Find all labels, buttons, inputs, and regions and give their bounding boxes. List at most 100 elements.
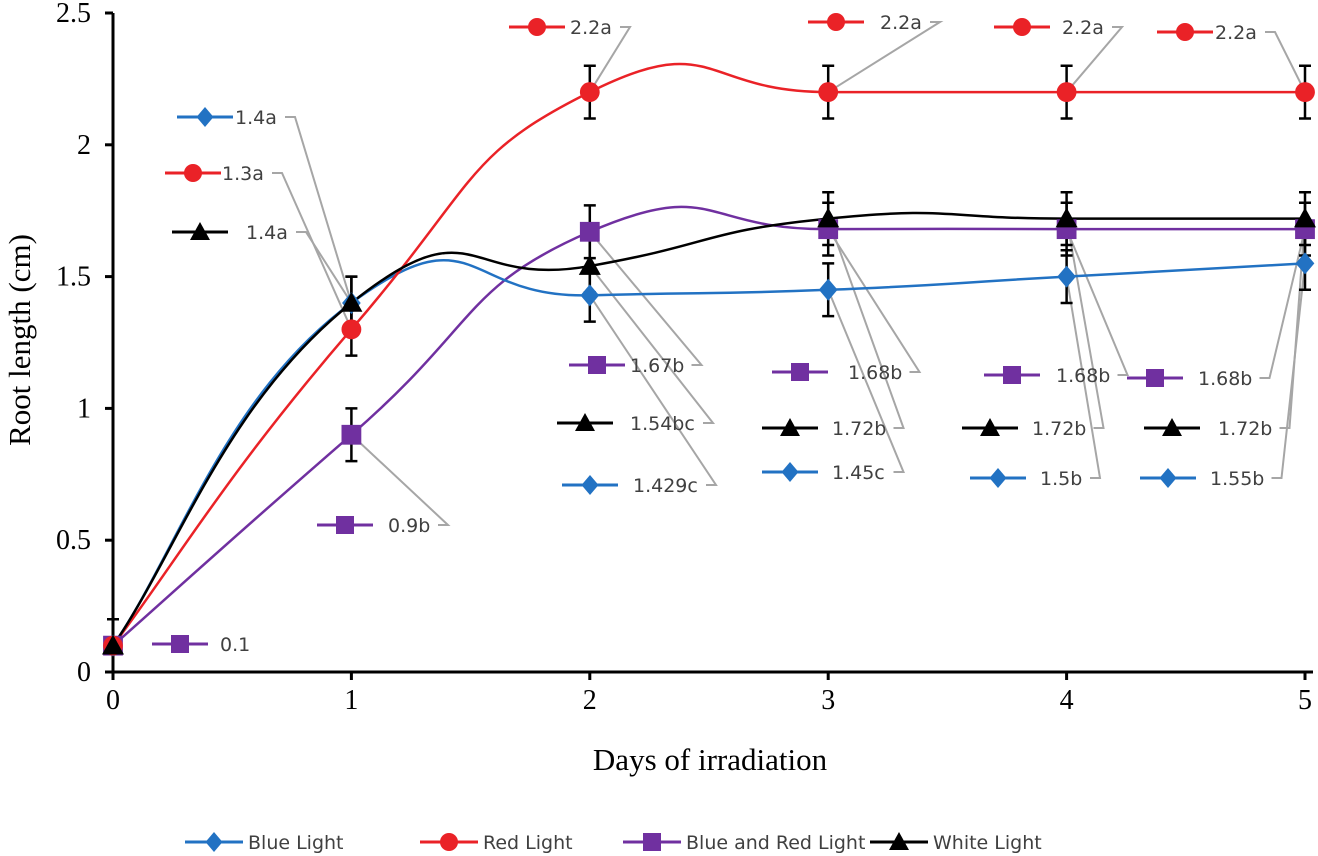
data-label-key-marker xyxy=(336,516,354,534)
data-label-key-marker xyxy=(827,13,845,31)
y-tick-label: 1.5 xyxy=(56,262,91,293)
data-point-marker xyxy=(580,284,600,307)
data-label-key-marker xyxy=(780,418,800,436)
data-labels: 1.4a 1.429c 1.45c 1.5b 1.55b 1.3a 2.2a 2.2a 2.2a… xyxy=(152,12,1272,656)
label-leader-line xyxy=(589,231,704,366)
data-label-key-marker xyxy=(1003,366,1021,384)
data-label-key-marker xyxy=(1176,23,1194,41)
series-markers xyxy=(102,82,1316,657)
data-point-marker xyxy=(1057,265,1076,288)
y-tick-label: 0.5 xyxy=(56,525,91,556)
label-leader-line xyxy=(296,231,353,304)
x-tick-label: 4 xyxy=(1060,685,1074,716)
label-leader-lines xyxy=(272,21,1306,526)
data-label: 1.68b xyxy=(848,362,902,384)
x-tick-label: 1 xyxy=(344,685,358,716)
axes: 0 0.5 1 1.5 2 2.5 0 1 2 3 4 5 xyxy=(56,0,1313,716)
data-label: 1.3a xyxy=(222,163,264,185)
label-leader-line xyxy=(1279,218,1306,429)
legend-label: Blue Light xyxy=(248,832,344,854)
label-leader-line xyxy=(1065,228,1130,376)
data-label-key-marker xyxy=(528,18,546,36)
label-leader-line xyxy=(588,294,718,486)
data-label: 1.72b xyxy=(832,418,886,440)
data-label: 1.68b xyxy=(1056,365,1110,387)
data-point-marker xyxy=(1294,207,1316,228)
label-leader-line xyxy=(827,289,905,473)
series-line-blue-and-red-light xyxy=(112,205,1305,647)
y-tick-label: 0 xyxy=(77,657,91,688)
data-point-marker xyxy=(340,291,363,312)
x-tick-label: 0 xyxy=(106,685,120,716)
label-leader-line xyxy=(285,116,353,304)
data-point-marker xyxy=(1055,207,1078,228)
x-axis-title: Days of irradiation xyxy=(593,742,828,777)
label-leader-line xyxy=(350,434,451,526)
data-label: 1.4a xyxy=(246,222,288,244)
legend-label: White Light xyxy=(933,832,1042,854)
data-label-key-marker xyxy=(581,475,599,495)
data-label-key-marker xyxy=(791,363,809,381)
data-label-key-marker xyxy=(989,468,1007,488)
y-tick-label: 1 xyxy=(77,393,91,424)
series-line-white-light xyxy=(111,211,1305,647)
x-tick-label: 2 xyxy=(583,685,597,716)
label-leader-line xyxy=(1065,218,1105,429)
y-tick-label: 2 xyxy=(77,130,91,161)
data-label: 1.67b xyxy=(630,355,684,377)
legend-marker-square xyxy=(643,833,661,851)
data-label: 1.72b xyxy=(1218,418,1272,440)
legend-marker-circle xyxy=(440,833,458,851)
legend-label: Blue and Red Light xyxy=(686,832,865,854)
data-point-marker xyxy=(341,424,362,445)
x-tick-label: 5 xyxy=(1298,685,1312,716)
data-label-key-marker xyxy=(1159,468,1177,488)
data-point-marker xyxy=(579,221,600,242)
data-point-marker xyxy=(341,319,362,340)
data-point-marker xyxy=(1056,82,1077,102)
legend: Blue Light Red Light Blue and Red Light Whi… xyxy=(185,832,1042,854)
data-label: 0.1 xyxy=(220,634,250,656)
label-leader-line xyxy=(827,21,944,93)
series-line-blue-light xyxy=(111,258,1306,647)
data-label-key-marker xyxy=(1162,418,1182,436)
error-bars xyxy=(107,64,1311,674)
data-label-key-marker xyxy=(588,356,606,374)
data-label: 2.2a xyxy=(1215,22,1257,44)
data-label-key-marker xyxy=(190,222,210,240)
data-label-key-marker xyxy=(171,635,189,653)
legend-marker-triangle xyxy=(889,832,909,850)
data-label: 1.68b xyxy=(1198,368,1252,390)
legend-label: Red Light xyxy=(483,832,573,854)
data-point-marker xyxy=(579,82,600,102)
data-label-key-marker xyxy=(1146,369,1164,387)
data-label-key-marker xyxy=(980,418,1000,436)
data-point-marker xyxy=(818,82,839,102)
label-leader-line xyxy=(1265,31,1306,93)
data-label-key-marker xyxy=(781,462,799,482)
data-label-key-marker xyxy=(1013,18,1031,36)
data-label: 1.45c xyxy=(832,462,885,484)
data-label: 1.4a xyxy=(235,107,277,129)
data-label: 1.54bc xyxy=(630,413,695,435)
data-label: 2.2a xyxy=(570,17,612,39)
label-leader-line xyxy=(1065,276,1102,479)
data-label-key-marker xyxy=(575,413,595,431)
x-tick-label: 3 xyxy=(821,685,835,716)
data-label-key-marker xyxy=(196,107,214,127)
data-point-marker xyxy=(1295,82,1315,102)
label-leader-line xyxy=(588,26,632,93)
data-point-marker xyxy=(818,278,838,301)
y-axis-title: Root length (cm) xyxy=(2,234,37,446)
series-line-red-light xyxy=(112,62,1305,647)
series-lines xyxy=(111,62,1306,647)
data-label: 1.429c xyxy=(633,475,698,497)
label-leader-line xyxy=(1065,26,1125,93)
label-leader-line xyxy=(589,265,716,424)
label-leader-line xyxy=(272,172,353,330)
data-label: 1.72b xyxy=(1032,418,1086,440)
legend-marker-diamond xyxy=(205,832,223,852)
data-point-marker xyxy=(102,634,124,655)
data-point-marker xyxy=(817,207,840,228)
